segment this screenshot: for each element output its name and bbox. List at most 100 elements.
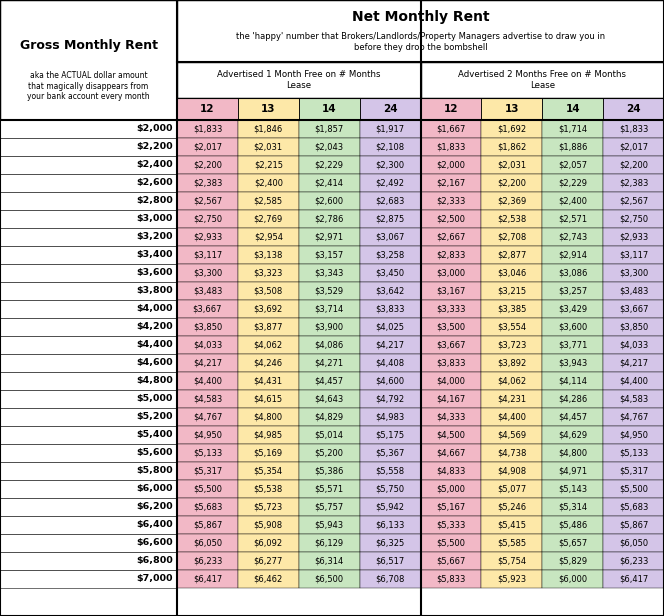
Text: $2,414: $2,414	[315, 179, 344, 187]
Text: $3,508: $3,508	[254, 286, 283, 296]
Text: $3,833: $3,833	[375, 304, 405, 314]
Text: $6,417: $6,417	[193, 575, 222, 583]
Text: $6,000: $6,000	[558, 575, 587, 583]
Text: $3,400: $3,400	[137, 251, 173, 259]
Text: 12: 12	[200, 104, 214, 114]
Bar	[481, 534, 542, 552]
Bar	[420, 480, 481, 498]
Bar	[177, 156, 238, 174]
Bar	[420, 138, 481, 156]
Bar	[360, 426, 420, 444]
Bar	[0, 390, 177, 408]
Text: $5,386: $5,386	[315, 466, 344, 476]
Text: $5,683: $5,683	[619, 503, 648, 511]
Bar	[481, 228, 542, 246]
Bar	[299, 480, 360, 498]
Bar	[299, 264, 360, 282]
Bar	[238, 480, 299, 498]
Bar	[177, 516, 238, 534]
Text: $3,257: $3,257	[558, 286, 588, 296]
Text: $2,877: $2,877	[497, 251, 527, 259]
Text: $1,833: $1,833	[619, 124, 648, 134]
Text: $2,167: $2,167	[436, 179, 465, 187]
Bar	[0, 480, 177, 498]
Bar	[542, 300, 603, 318]
Bar	[299, 156, 360, 174]
Bar	[481, 552, 542, 570]
Text: $5,500: $5,500	[193, 485, 222, 493]
Text: $3,167: $3,167	[436, 286, 465, 296]
Bar	[0, 462, 177, 480]
Text: $4,217: $4,217	[619, 359, 648, 368]
Bar	[360, 462, 420, 480]
Text: $5,169: $5,169	[254, 448, 283, 458]
Text: $3,200: $3,200	[137, 232, 173, 241]
Text: $2,743: $2,743	[558, 232, 588, 241]
Bar	[177, 480, 238, 498]
Text: $5,667: $5,667	[436, 556, 465, 565]
Bar	[481, 570, 542, 588]
Bar	[238, 156, 299, 174]
Text: $2,538: $2,538	[497, 214, 527, 224]
Text: $2,971: $2,971	[315, 232, 344, 241]
Bar	[177, 62, 420, 98]
Text: $2,383: $2,383	[193, 179, 222, 187]
Bar	[0, 210, 177, 228]
Bar	[238, 462, 299, 480]
Text: $4,767: $4,767	[193, 413, 222, 421]
Text: $5,923: $5,923	[497, 575, 527, 583]
Bar	[481, 192, 542, 210]
Bar	[542, 156, 603, 174]
Bar	[360, 336, 420, 354]
Bar	[420, 498, 481, 516]
Text: $3,800: $3,800	[136, 286, 173, 296]
Text: $3,600: $3,600	[137, 269, 173, 277]
Bar	[420, 264, 481, 282]
Bar	[299, 462, 360, 480]
Bar	[420, 246, 481, 264]
Bar	[238, 264, 299, 282]
Text: $4,400: $4,400	[619, 376, 648, 386]
Text: $5,800: $5,800	[136, 466, 173, 476]
Text: $3,667: $3,667	[193, 304, 222, 314]
Text: $4,025: $4,025	[376, 323, 404, 331]
Bar	[360, 444, 420, 462]
Bar	[0, 372, 177, 390]
Bar	[238, 390, 299, 408]
Text: $5,175: $5,175	[376, 431, 404, 439]
Bar	[542, 210, 603, 228]
Bar	[420, 174, 481, 192]
Bar	[603, 336, 664, 354]
Bar	[603, 318, 664, 336]
Bar	[0, 0, 177, 120]
Text: $3,000: $3,000	[436, 269, 465, 277]
Bar	[238, 426, 299, 444]
Text: $2,108: $2,108	[376, 142, 404, 152]
Text: $3,850: $3,850	[193, 323, 222, 331]
Bar	[0, 120, 177, 138]
Bar	[481, 210, 542, 228]
Bar	[603, 570, 664, 588]
Bar	[481, 390, 542, 408]
Text: $5,246: $5,246	[497, 503, 527, 511]
Text: $5,500: $5,500	[436, 538, 465, 548]
Text: $7,000: $7,000	[137, 575, 173, 583]
Text: $2,200: $2,200	[193, 161, 222, 169]
Bar	[360, 174, 420, 192]
Text: $2,057: $2,057	[558, 161, 587, 169]
Text: $5,585: $5,585	[497, 538, 527, 548]
Bar	[542, 336, 603, 354]
Text: $4,167: $4,167	[436, 394, 465, 403]
Text: $3,483: $3,483	[619, 286, 648, 296]
Text: $6,325: $6,325	[375, 538, 404, 548]
Text: $6,233: $6,233	[193, 556, 222, 565]
Text: 13: 13	[261, 104, 276, 114]
Bar	[177, 0, 664, 62]
Bar	[177, 462, 238, 480]
Text: $5,558: $5,558	[376, 466, 404, 476]
Text: $3,529: $3,529	[315, 286, 344, 296]
Text: $2,369: $2,369	[497, 197, 527, 206]
Bar	[360, 354, 420, 372]
Bar	[238, 498, 299, 516]
Bar	[542, 552, 603, 570]
